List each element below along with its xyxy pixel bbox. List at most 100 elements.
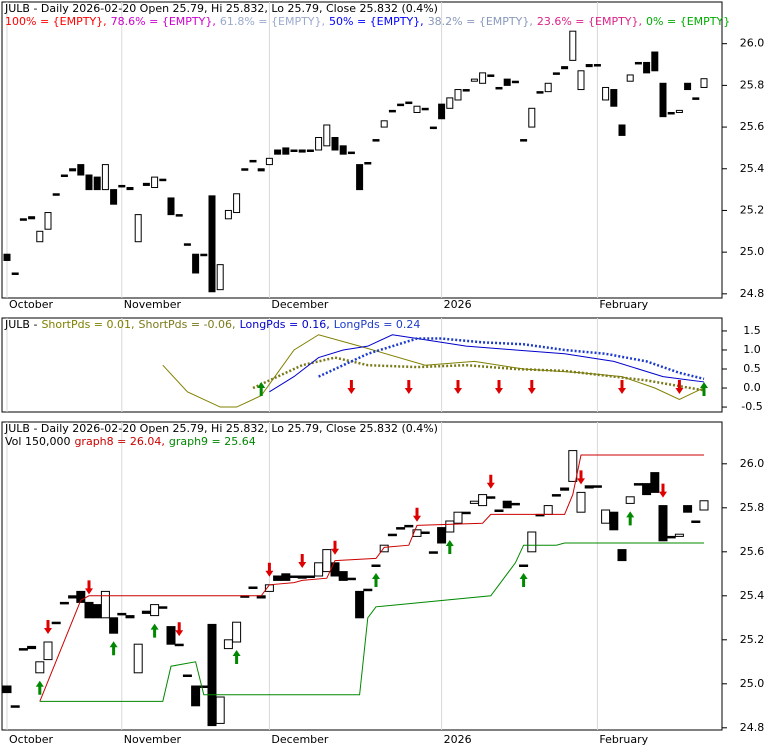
candle: [592, 485, 602, 488]
buy-arrow: [35, 680, 44, 695]
legend-entry: 23.6% = {EMPTY},: [537, 15, 642, 28]
candle: [659, 82, 667, 118]
candle: [347, 151, 355, 155]
candle: [651, 51, 659, 72]
price-panel-frame: [1, 1, 723, 299]
candle: [601, 509, 611, 524]
y-tick-label: 25.8: [740, 78, 765, 91]
candle: [27, 645, 37, 650]
candle: [576, 491, 586, 513]
y-tick-label: 1.5: [743, 324, 761, 337]
candle: [192, 253, 200, 274]
x-tick-label: 2026: [444, 298, 472, 311]
candle: [469, 500, 479, 504]
candle: [502, 500, 512, 509]
candle: [19, 218, 27, 221]
legend-title: JULB - Daily 2026-02-20 Open 25.79, Hi 2…: [4, 2, 438, 15]
candle: [584, 485, 594, 489]
candle: [438, 103, 446, 120]
candle: [76, 590, 86, 603]
candle: [35, 661, 45, 674]
legend: Vol 150,000 graph8 = 26.04, graph9 = 25.64: [5, 435, 256, 448]
candle: [133, 643, 143, 674]
indicator-panel-frame: [1, 317, 723, 413]
candle: [281, 573, 291, 581]
candle: [388, 109, 396, 113]
candle: [331, 136, 339, 151]
candle: [405, 101, 413, 105]
legend: JULB - Daily 2026-02-20 Open 25.79, Hi 2…: [4, 2, 438, 15]
buy-arrow: [257, 382, 266, 397]
candle: [446, 97, 454, 109]
candle: [142, 182, 150, 186]
legend-entry: LongPds = 0.16,: [240, 318, 330, 331]
candle: [602, 86, 610, 101]
series-line: [318, 337, 705, 381]
buy-arrow: [445, 540, 454, 554]
candle: [692, 97, 700, 100]
candle: [634, 61, 642, 65]
x-tick-label: October: [9, 733, 53, 745]
candle: [684, 82, 692, 91]
candle: [536, 91, 544, 94]
candle: [413, 105, 421, 113]
candle: [208, 195, 216, 293]
candle: [643, 61, 651, 74]
candle: [520, 139, 528, 142]
candle: [199, 685, 209, 688]
legend-entry: graph8 = 26.04,: [74, 435, 164, 448]
buy-arrow: [232, 650, 241, 664]
candle: [397, 103, 405, 107]
legend-entry: 0% = {EMPTY}: [646, 15, 730, 28]
candle: [68, 595, 78, 599]
candle: [519, 564, 529, 567]
candle: [175, 214, 183, 217]
candle: [461, 511, 471, 515]
candle: [674, 533, 684, 537]
y-tick-label: 25.4: [740, 589, 765, 602]
candle: [18, 648, 28, 651]
candle: [77, 164, 85, 176]
sell-arrow: [454, 380, 462, 395]
candle: [274, 149, 282, 155]
candle: [85, 174, 93, 191]
y-tick-label: -0.5: [741, 400, 762, 413]
legend-entry: LongPds = 0.24: [334, 318, 421, 331]
candle: [182, 674, 192, 677]
candle: [3, 253, 11, 261]
y-tick-label: 25.6: [740, 545, 765, 558]
candle: [100, 590, 110, 619]
candle: [577, 70, 585, 91]
series-line: [39, 542, 704, 702]
candle: [511, 80, 519, 84]
legend-entry: 50% = {EMPTY},: [329, 15, 424, 28]
candle: [503, 78, 511, 86]
candle: [454, 89, 462, 101]
candle: [487, 74, 495, 77]
candle: [626, 74, 634, 82]
candle: [322, 549, 332, 573]
candle: [364, 162, 372, 165]
candle: [658, 505, 668, 542]
candle: [298, 149, 306, 153]
candle: [109, 617, 119, 634]
y-tick-label: 25.4: [740, 162, 765, 175]
candle: [642, 483, 652, 496]
candle: [428, 551, 438, 554]
y-tick-label: 1.0: [743, 343, 761, 356]
candle: [215, 696, 225, 724]
sell-arrow: [44, 620, 52, 634]
candle: [380, 120, 388, 128]
candle: [338, 571, 348, 581]
legend: 100% = {EMPTY}, 78.6% = {EMPTY}, 61.8% = {…: [5, 15, 730, 28]
sell-arrow: [347, 380, 356, 395]
sell-arrow: [331, 540, 339, 555]
candle: [585, 64, 593, 68]
candle: [93, 176, 101, 191]
sell-arrow: [675, 380, 684, 395]
candle: [650, 472, 660, 493]
candle: [420, 531, 430, 534]
buy-arrow: [700, 382, 708, 397]
candle: [372, 139, 380, 142]
